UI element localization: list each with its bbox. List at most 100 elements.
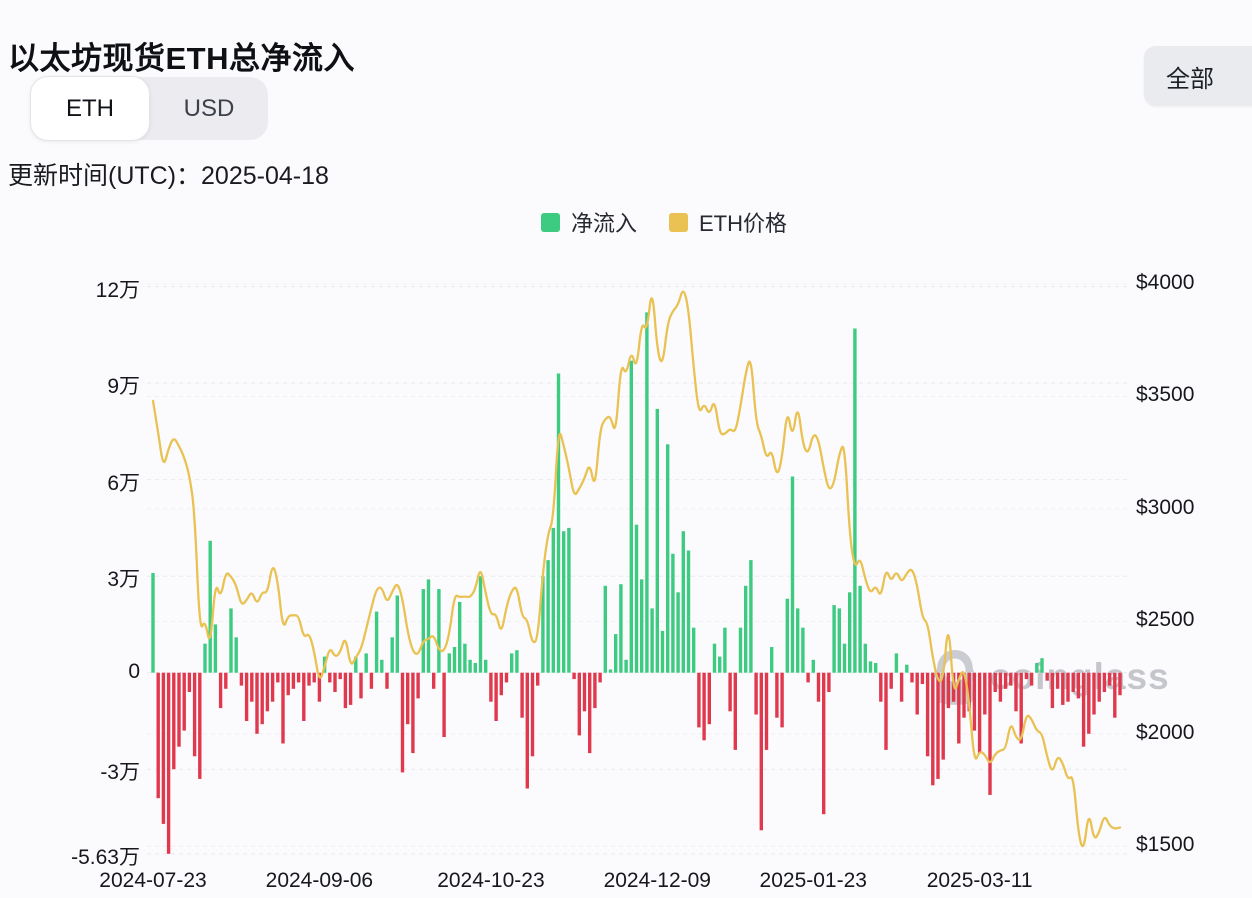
- netflow-bar[interactable]: [328, 672, 332, 683]
- netflow-bar[interactable]: [868, 661, 873, 673]
- netflow-bar[interactable]: [250, 672, 254, 702]
- netflow-bar[interactable]: [764, 672, 769, 750]
- netflow-bar[interactable]: [198, 672, 202, 779]
- netflow-bar[interactable]: [884, 672, 888, 750]
- netflow-bar[interactable]: [848, 592, 852, 673]
- netflow-bar[interactable]: [411, 672, 415, 754]
- netflow-bar[interactable]: [816, 672, 821, 702]
- netflow-bar[interactable]: [452, 647, 457, 673]
- netflow-bar[interactable]: [775, 672, 779, 718]
- netflow-bar[interactable]: [879, 672, 883, 702]
- netflow-bar[interactable]: [416, 672, 420, 699]
- netflow-bar[interactable]: [317, 672, 322, 702]
- netflow-bar[interactable]: [645, 312, 649, 673]
- netflow-bar[interactable]: [510, 653, 514, 673]
- netflow-bar[interactable]: [541, 576, 545, 673]
- netflow-bar[interactable]: [421, 589, 425, 673]
- netflow-bar[interactable]: [718, 656, 722, 673]
- netflow-bar[interactable]: [1113, 672, 1117, 718]
- netflow-bar[interactable]: [1107, 672, 1112, 686]
- netflow-bar[interactable]: [343, 672, 348, 709]
- netflow-bar[interactable]: [307, 672, 311, 686]
- netflow-bar[interactable]: [666, 444, 670, 673]
- netflow-bar[interactable]: [333, 672, 337, 692]
- netflow-bar[interactable]: [234, 637, 238, 673]
- netflow-bar[interactable]: [572, 672, 576, 680]
- netflow-bar[interactable]: [286, 672, 290, 696]
- netflow-bar[interactable]: [910, 672, 914, 683]
- netflow-bar[interactable]: [874, 663, 878, 673]
- netflow-bar[interactable]: [993, 672, 997, 692]
- netflow-bar[interactable]: [780, 672, 784, 728]
- netflow-bar[interactable]: [889, 672, 893, 689]
- netflow-bar[interactable]: [504, 672, 509, 683]
- netflow-bar[interactable]: [655, 408, 659, 673]
- netflow-bar[interactable]: [754, 672, 758, 715]
- netflow-bar[interactable]: [577, 672, 581, 736]
- netflow-bar[interactable]: [380, 659, 384, 673]
- netflow-bar[interactable]: [265, 672, 270, 712]
- netflow-bar[interactable]: [525, 672, 529, 789]
- netflow-bar[interactable]: [733, 672, 737, 750]
- netflow-bar[interactable]: [276, 672, 280, 683]
- netflow-bar[interactable]: [957, 672, 961, 744]
- netflow-bar[interactable]: [172, 672, 176, 770]
- netflow-bar[interactable]: [946, 672, 951, 709]
- netflow-bar[interactable]: [447, 653, 451, 673]
- netflow-bar[interactable]: [702, 672, 706, 741]
- netflow-bar[interactable]: [983, 672, 987, 715]
- netflow-bar[interactable]: [203, 643, 207, 673]
- netflow-bar[interactable]: [1035, 663, 1039, 673]
- netflow-bar[interactable]: [224, 672, 228, 689]
- netflow-bar[interactable]: [972, 672, 977, 731]
- netflow-bar[interactable]: [1019, 672, 1023, 744]
- eth-price-line[interactable]: [151, 290, 1122, 848]
- netflow-bar[interactable]: [832, 605, 836, 673]
- netflow-bar[interactable]: [1076, 672, 1081, 699]
- netflow-bar[interactable]: [640, 579, 644, 673]
- netflow-bar[interactable]: [260, 672, 264, 725]
- netflow-bar[interactable]: [161, 672, 166, 824]
- netflow-bar[interactable]: [863, 643, 867, 673]
- netflow-bar[interactable]: [213, 624, 218, 673]
- netflow-bar[interactable]: [1097, 672, 1101, 702]
- netflow-bar[interactable]: [790, 476, 795, 673]
- toggle-option-usd[interactable]: USD: [183, 94, 235, 122]
- netflow-bar[interactable]: [182, 672, 186, 731]
- netflow-bar[interactable]: [811, 659, 815, 673]
- netflow-bar[interactable]: [556, 373, 561, 673]
- netflow-bar[interactable]: [473, 663, 477, 673]
- netflow-bar[interactable]: [1014, 672, 1018, 712]
- netflow-bar[interactable]: [515, 650, 519, 673]
- netflow-bar[interactable]: [218, 672, 223, 709]
- netflow-bar[interactable]: [1087, 672, 1091, 734]
- netflow-bar[interactable]: [239, 672, 244, 686]
- netflow-bar[interactable]: [603, 585, 607, 673]
- netflow-bar[interactable]: [1081, 672, 1086, 747]
- netflow-bar[interactable]: [156, 672, 160, 799]
- netflow-bar[interactable]: [1066, 672, 1070, 702]
- netflow-bar[interactable]: [899, 672, 904, 702]
- netflow-bar[interactable]: [354, 656, 358, 673]
- netflow-bar[interactable]: [827, 672, 831, 692]
- netflow-bar[interactable]: [785, 598, 789, 673]
- netflow-bar[interactable]: [894, 653, 899, 673]
- netflow-bar[interactable]: [998, 672, 1003, 702]
- netflow-bar[interactable]: [801, 627, 805, 673]
- netflow-bar[interactable]: [858, 585, 862, 673]
- netflow-bar[interactable]: [770, 647, 774, 673]
- netflow-bar[interactable]: [723, 627, 727, 673]
- netflow-bar[interactable]: [208, 540, 212, 673]
- netflow-bar[interactable]: [312, 672, 316, 683]
- netflow-bar[interactable]: [530, 672, 535, 757]
- netflow-bar[interactable]: [744, 585, 748, 673]
- netflow-bar[interactable]: [567, 527, 571, 673]
- netflow-bar[interactable]: [432, 672, 436, 689]
- netflow-bar[interactable]: [484, 659, 488, 673]
- netflow-bar[interactable]: [988, 672, 992, 795]
- netflow-bar[interactable]: [582, 672, 587, 712]
- netflow-bar[interactable]: [1045, 672, 1049, 681]
- netflow-bar[interactable]: [406, 672, 410, 725]
- netflow-bar[interactable]: [562, 531, 566, 673]
